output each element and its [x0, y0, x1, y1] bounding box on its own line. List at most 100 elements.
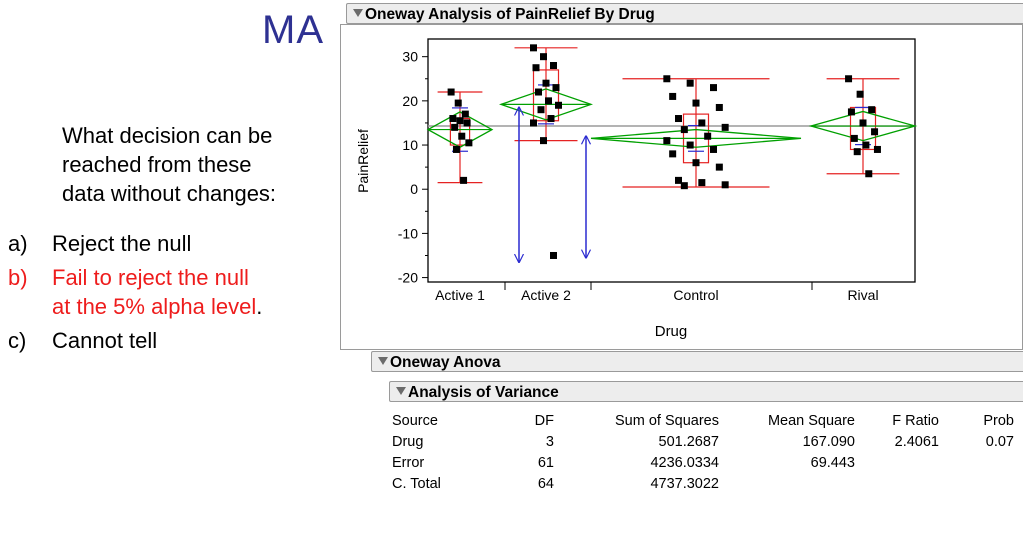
option-b-period: .	[256, 294, 263, 319]
cell-source: Error	[392, 455, 425, 471]
oneway-analysis-header[interactable]: Oneway Analysis of PainRelief By Drug	[346, 3, 1023, 24]
cell-df: 61	[537, 455, 554, 471]
data-point	[692, 99, 700, 107]
cell-prob: 0.07	[985, 434, 1014, 450]
oneway-anova-header[interactable]: Oneway Anova	[371, 351, 1023, 372]
data-point	[721, 123, 729, 131]
data-point	[686, 79, 694, 87]
plot-area	[427, 38, 916, 283]
oneway-analysis-title: Oneway Analysis of PainRelief By Drug	[365, 6, 655, 23]
table-row: Error 61 4236.0334 69.443	[392, 453, 1014, 474]
cell-df: 64	[537, 476, 554, 492]
option-b-text: Fail to reject the null at the 5% alpha …	[52, 265, 257, 319]
y-tick-label: 30	[402, 49, 418, 65]
data-point	[530, 119, 537, 127]
data-point	[698, 119, 706, 127]
data-point	[865, 170, 873, 178]
analysis-of-variance-header[interactable]: Analysis of Variance	[389, 381, 1023, 402]
anova-header-row: Source DF Sum of Squares Mean Square F R…	[392, 411, 1014, 432]
cell-df: 3	[545, 434, 554, 450]
data-point	[540, 137, 547, 145]
data-point	[465, 139, 473, 147]
data-point	[463, 119, 471, 127]
data-point	[704, 132, 712, 140]
data-point	[698, 179, 706, 187]
data-point	[542, 79, 550, 87]
option-c-letter: c)	[8, 328, 27, 353]
group-control	[590, 75, 802, 190]
y-tick-label: -10	[398, 225, 418, 241]
data-point	[555, 101, 562, 109]
x-axis: Active 1 Active 2 Control Rival	[435, 282, 879, 303]
data-point	[540, 53, 547, 61]
data-point	[458, 132, 466, 140]
data-point	[868, 106, 876, 114]
cell-mean-square: 167.090	[802, 434, 855, 450]
data-point	[873, 145, 881, 153]
y-tick-label: 0	[410, 181, 418, 197]
data-point	[847, 108, 855, 116]
table-row: Drug 3 501.2687 167.090 2.4061 0.07	[392, 432, 1014, 453]
data-point	[675, 115, 682, 123]
col-df: DF	[534, 413, 554, 429]
col-mean-square: Mean Square	[767, 413, 855, 429]
option-c-text: Cannot tell	[52, 328, 158, 353]
option-c: c) Cannot tell	[8, 326, 338, 355]
data-point	[710, 84, 717, 92]
data-point	[532, 64, 540, 72]
x-axis-label: Drug	[655, 323, 688, 340]
data-point	[663, 75, 671, 83]
y-axis: 30 20 10 0 -10 -20	[398, 49, 428, 286]
data-point	[530, 44, 537, 52]
data-point	[454, 99, 462, 107]
data-point	[715, 103, 723, 111]
data-point	[669, 150, 677, 158]
col-prob: Prob	[983, 413, 1014, 429]
annotations	[519, 107, 586, 262]
data-point	[449, 115, 457, 123]
box	[532, 69, 560, 122]
cell-sum-of-squares: 4737.3022	[650, 476, 719, 492]
data-point	[663, 137, 671, 145]
cell-sum-of-squares: 501.2687	[658, 434, 719, 450]
data-point	[669, 92, 677, 100]
group-active-2	[498, 44, 594, 259]
x-tick-label: Control	[673, 287, 718, 303]
option-a-text: Reject the null	[52, 231, 192, 256]
cell-source: Drug	[392, 434, 424, 450]
data-point	[710, 145, 717, 153]
data-point	[686, 141, 694, 149]
anova-table: Source DF Sum of Squares Mean Square F R…	[392, 411, 1014, 495]
y-tick-label: 20	[402, 93, 418, 109]
data-point	[460, 176, 468, 184]
groups	[426, 44, 918, 259]
data-point	[545, 97, 552, 105]
data-point	[452, 145, 460, 153]
data-point	[550, 62, 557, 70]
data-point	[675, 176, 682, 184]
data-point	[550, 251, 557, 259]
data-point	[447, 88, 455, 96]
data-point	[721, 181, 729, 189]
table-row: C. Total 64 4737.3022	[392, 474, 1014, 495]
data-point	[456, 117, 464, 125]
data-point	[862, 141, 870, 149]
x-tick-label: Active 1	[435, 287, 485, 303]
option-b-body: Fail to reject the null at the 5% alpha …	[52, 263, 262, 321]
option-b-letter: b)	[8, 265, 28, 290]
cell-f-ratio: 2.4061	[894, 434, 939, 450]
question-text: What decision can be reached from these …	[62, 123, 277, 206]
option-a-letter: a)	[8, 231, 28, 256]
oneway-chart: 30 20 10 0 -10 -20 Active 1 Active 2 Control Riv…	[340, 24, 1023, 350]
data-point	[547, 115, 555, 123]
x-tick-label: Rival	[847, 287, 878, 303]
slide-title: MA	[262, 8, 324, 52]
group-rival	[808, 75, 918, 178]
y-tick-label: -20	[398, 270, 418, 286]
data-point	[856, 90, 864, 98]
x-tick-label: Active 2	[521, 287, 571, 303]
data-point	[552, 84, 560, 92]
data-point	[859, 119, 867, 127]
col-sum-of-squares: Sum of Squares	[615, 413, 719, 429]
cell-sum-of-squares: 4236.0334	[650, 455, 719, 471]
